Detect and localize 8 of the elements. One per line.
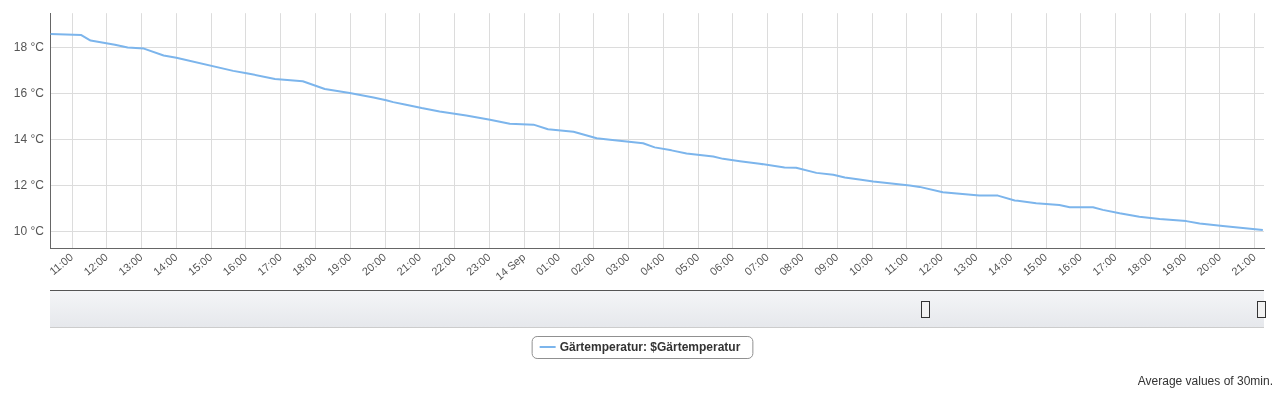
legend-label: Gärtemperatur: $Gärtemperatur [559, 340, 741, 355]
y-tick-label: 16 °C [13, 85, 45, 100]
x-tick-label: 14 Sep [493, 250, 528, 283]
y-tick-label: 12 °C [13, 177, 45, 192]
y-tick-label: 18 °C [13, 39, 45, 54]
text: Average values of 30min. [1137, 374, 1273, 389]
y-tick-label: 14 °C [13, 131, 45, 146]
y-tick-label: 10 °C [13, 223, 45, 238]
